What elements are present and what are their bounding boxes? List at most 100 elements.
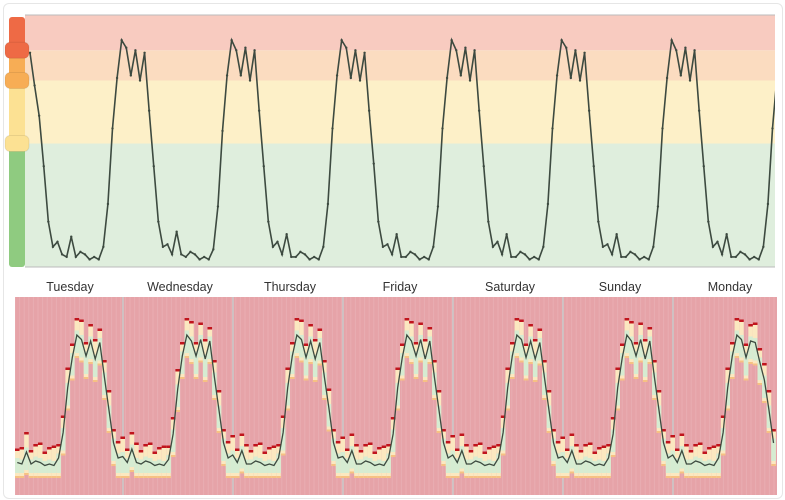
band-low-marker	[271, 476, 277, 478]
band-low-marker	[583, 476, 588, 478]
band-high-marker	[340, 436, 345, 439]
band-core	[693, 456, 698, 473]
band-core	[606, 453, 611, 473]
band-low-marker	[65, 408, 70, 411]
band-high-marker	[583, 444, 588, 447]
band-low-marker	[285, 408, 290, 411]
band-high-marker	[739, 319, 744, 322]
data-point	[679, 74, 683, 77]
day-label: Sunday	[598, 280, 642, 294]
band-high-marker	[606, 444, 611, 447]
band-low-marker	[551, 464, 556, 466]
band-low-marker	[157, 476, 162, 478]
band-low-marker	[519, 360, 524, 363]
band-core	[230, 450, 235, 473]
band-low-marker	[720, 453, 726, 456]
band-high-marker	[97, 328, 103, 331]
data-point	[409, 250, 412, 254]
band-core	[24, 447, 29, 470]
band-high-marker	[349, 433, 355, 436]
band-low-marker	[716, 476, 721, 478]
band-high-marker	[510, 342, 515, 345]
band-low-marker	[450, 476, 455, 478]
band-high-marker	[766, 390, 772, 393]
band-core	[537, 338, 543, 361]
band-core	[395, 383, 400, 406]
band-low-marker	[432, 398, 437, 400]
band-high-marker	[574, 444, 579, 447]
band-high-marker	[542, 360, 547, 363]
data-point	[349, 76, 353, 80]
data-point	[537, 258, 540, 261]
data-point	[65, 255, 68, 259]
band-low-marker	[138, 476, 144, 478]
band-high-marker	[120, 436, 125, 439]
data-point	[33, 84, 36, 87]
data-point	[468, 79, 472, 82]
band-core	[413, 351, 419, 374]
band-core	[161, 461, 167, 473]
band-core	[578, 459, 584, 473]
data-point	[271, 245, 275, 249]
day-label: Friday	[382, 280, 418, 294]
data-point	[235, 49, 238, 52]
data-point	[716, 240, 719, 243]
threshold-handle-orange[interactable]	[4, 72, 30, 90]
data-point	[413, 253, 417, 256]
data-point	[202, 255, 206, 259]
band-core	[574, 459, 579, 473]
band-core	[372, 461, 378, 473]
band-low-marker	[88, 362, 93, 364]
threshold-handle-yellow[interactable]	[4, 135, 30, 153]
band-low-marker	[367, 476, 373, 478]
band-high-marker	[74, 318, 80, 321]
band-core	[51, 461, 57, 473]
band-core	[207, 336, 213, 359]
band-high-marker	[459, 433, 465, 436]
band-core	[409, 336, 414, 359]
data-point	[555, 74, 559, 77]
band-low-marker	[684, 476, 689, 478]
band-low-marker	[115, 476, 121, 478]
band-core	[37, 458, 43, 473]
band-low-marker	[175, 410, 180, 412]
band-high-marker	[42, 451, 48, 454]
band-core	[253, 456, 258, 473]
data-point	[212, 248, 215, 251]
data-point	[331, 127, 334, 130]
threshold-handle-red[interactable]	[4, 41, 30, 59]
band-core	[624, 330, 630, 353]
data-point	[670, 39, 673, 42]
data-point	[386, 243, 389, 246]
band-high-marker	[413, 342, 419, 345]
band-low-marker	[267, 476, 272, 478]
band-low-marker	[459, 471, 465, 474]
band-high-marker	[610, 417, 616, 420]
band-core	[455, 458, 460, 473]
band-low-marker	[418, 360, 423, 363]
data-point	[473, 49, 476, 52]
band-high-marker	[418, 322, 423, 325]
band-low-marker	[574, 476, 579, 478]
band-low-marker	[331, 464, 336, 466]
band-high-marker	[230, 435, 235, 438]
day-label: Monday	[707, 280, 753, 294]
data-point	[665, 76, 669, 80]
band-core	[752, 338, 758, 361]
band-low-marker	[386, 476, 391, 478]
band-core	[60, 428, 66, 451]
band-core	[688, 459, 694, 473]
data-point	[615, 233, 618, 236]
data-point	[496, 240, 499, 243]
band-high-marker	[290, 342, 295, 345]
data-point	[491, 245, 495, 249]
band-high-marker	[642, 339, 648, 342]
data-point	[697, 109, 701, 112]
band-low-marker	[239, 471, 245, 474]
band-high-marker	[235, 448, 240, 451]
data-point	[42, 165, 45, 168]
series-line	[28, 37, 775, 261]
data-point	[184, 255, 188, 259]
band-high-marker	[500, 415, 506, 418]
data-point	[528, 258, 531, 261]
